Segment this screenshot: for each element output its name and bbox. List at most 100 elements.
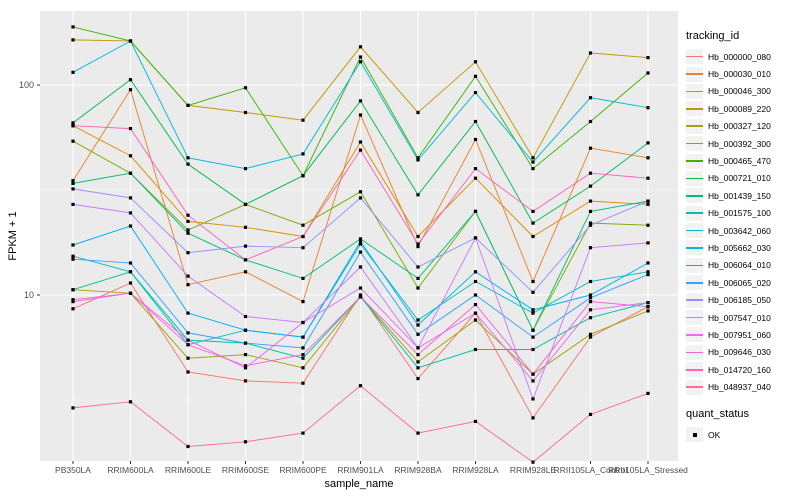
data-point [416,193,420,197]
data-point [646,301,650,305]
data-point [301,366,305,370]
legend-line-swatch [686,299,703,301]
y-axis-title: FPKM + 1 [7,211,19,261]
data-point [473,347,478,352]
data-point [71,307,75,311]
data-point [531,335,535,339]
data-point [128,261,133,265]
data-point [473,318,478,322]
legend-key-box [686,310,703,326]
data-point [301,320,305,325]
data-point [128,211,133,215]
data-point [186,228,190,232]
data-point [588,293,593,297]
data-point [128,171,133,175]
data-point [416,318,420,322]
legend-key-box [686,344,703,360]
data-point [243,328,248,332]
data-point [416,265,420,269]
legend-series-label: Hb_000721_010 [708,173,771,184]
legend-line-swatch [686,281,703,284]
legend-item-Hb_001575_100: Hb_001575_100 [686,205,798,222]
legend-item-Hb_005662_030: Hb_005662_030 [686,239,798,256]
data-point [416,353,420,357]
data-point [588,332,593,336]
legend-key-box [686,275,703,291]
data-point [243,244,248,248]
legend-item-Hb_007547_010: Hb_007547_010 [686,309,798,326]
legend-line-swatch [686,229,703,232]
data-point [531,379,535,383]
data-point [358,265,363,269]
data-point [588,308,593,312]
data-point [186,162,190,166]
legend-key-box [686,153,703,169]
legend-series-label: Hb_006065_020 [708,277,771,288]
data-point [243,440,248,444]
data-point [646,56,650,60]
data-point [588,119,593,124]
legend-item-Hb_006064_010: Hb_006064_010 [686,257,798,274]
data-point [416,286,420,290]
data-point [186,356,190,360]
data-point [71,181,75,185]
legend-line-swatch [686,160,703,162]
data-point [646,309,650,313]
data-point [71,298,75,302]
legend-item-Hb_000000_080: Hb_000000_080 [686,48,798,65]
data-point [186,231,190,235]
data-point [646,202,650,206]
legend-key-box [686,188,703,204]
data-point [358,295,363,299]
legend-line-swatch [686,177,703,180]
data-point [243,314,248,319]
legend-series-label: Hb_003642_060 [708,225,771,236]
legend-series-label: Hb_048937_040 [708,382,771,393]
data-point [128,270,133,274]
data-point [71,38,75,42]
data-point [186,331,190,335]
data-point [473,60,478,64]
data-point [71,187,75,191]
data-point [71,406,75,410]
x-tick-label: RRIM600LA [107,465,154,475]
legend-line-swatch [686,212,703,214]
data-point [473,419,478,423]
data-point [71,202,75,206]
data-point [71,300,75,304]
data-point [473,137,478,142]
data-point [473,167,478,171]
data-point [588,300,593,304]
legend-item-Hb_000465_470: Hb_000465_470 [686,152,798,169]
data-point [186,311,190,315]
data-point [646,156,650,160]
data-point [243,110,248,115]
data-point [588,184,593,188]
data-point [588,171,593,175]
legend-series-label: Hb_000465_470 [708,156,771,167]
legend-title-tracking-id: tracking_id [686,30,740,42]
legend-key-box [686,362,703,378]
legend-item-Hb_007951_060: Hb_007951_060 [686,326,798,343]
data-point [646,305,650,309]
data-point [473,209,478,213]
data-point [301,152,305,156]
data-point [358,250,363,254]
data-point [473,311,478,315]
data-point [71,124,75,128]
data-point [301,300,305,304]
data-point [531,328,535,332]
data-point [128,39,133,43]
data-point [588,316,593,320]
data-point [128,291,133,295]
data-point [416,360,420,364]
data-point [588,199,593,203]
data-point [646,241,650,245]
legend-key-box [686,327,703,343]
data-point [71,257,75,261]
legend-key-box [686,379,703,395]
x-tick-label: PB350LA [55,465,91,475]
x-tick-label: RRIM600PE [279,465,327,475]
data-point [588,51,593,55]
data-point [531,221,535,225]
